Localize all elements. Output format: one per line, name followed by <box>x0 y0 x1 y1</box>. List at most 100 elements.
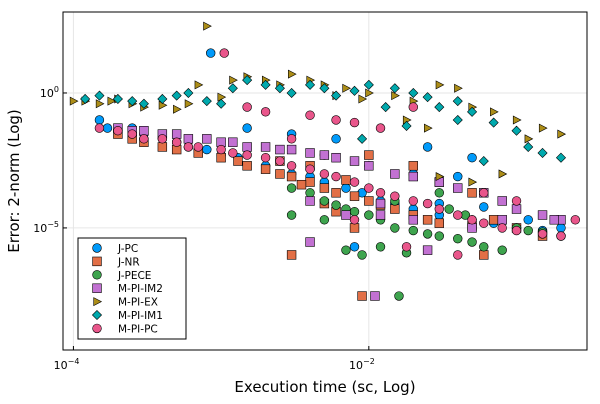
data-point <box>69 96 79 106</box>
legend-marker <box>92 243 102 253</box>
data-point <box>467 223 477 233</box>
legend-label: M-PI-EX <box>118 297 158 309</box>
data-point <box>184 99 194 109</box>
data-point <box>305 148 315 158</box>
data-point <box>242 161 252 171</box>
data-point <box>305 164 315 174</box>
data-point <box>286 161 297 171</box>
data-point <box>479 218 489 228</box>
data-point <box>468 177 478 187</box>
data-point <box>454 83 463 93</box>
data-point <box>183 134 194 144</box>
data-point <box>139 134 149 144</box>
data-point <box>524 134 534 144</box>
data-point <box>488 215 499 225</box>
data-point <box>375 210 386 220</box>
data-point <box>380 102 391 113</box>
data-point <box>242 102 252 112</box>
data-point <box>349 177 360 187</box>
data-point <box>331 134 341 144</box>
data-point <box>228 137 238 147</box>
data-point <box>286 87 297 98</box>
data-point <box>216 98 227 109</box>
data-point <box>349 191 360 201</box>
data-point <box>319 183 330 193</box>
data-point <box>228 148 238 158</box>
data-point <box>511 196 522 206</box>
series-7 <box>94 48 581 260</box>
x-tick-label: 10−4 <box>54 357 80 372</box>
data-point <box>305 177 315 187</box>
data-point <box>364 196 374 206</box>
data-point <box>157 134 168 144</box>
data-point <box>390 191 400 201</box>
data-point <box>408 102 418 112</box>
data-point <box>113 126 123 136</box>
data-point <box>467 106 478 117</box>
data-point <box>217 92 227 102</box>
legend-label: M-PI-IM1 <box>118 310 163 322</box>
data-point <box>497 223 507 233</box>
data-point <box>453 183 463 193</box>
legend-marker <box>91 309 103 321</box>
data-point <box>357 291 367 301</box>
data-point <box>305 188 315 198</box>
legend-marker <box>92 323 102 334</box>
data-point <box>444 204 454 214</box>
y-axis-title: Error: 2-norm (Log) <box>5 109 23 253</box>
data-point <box>216 152 226 163</box>
data-point <box>408 161 418 171</box>
data-point <box>331 171 341 182</box>
data-point <box>260 142 271 152</box>
data-point <box>391 91 400 101</box>
data-point <box>538 123 548 133</box>
data-point <box>206 48 216 58</box>
x-tick-label: 10−2 <box>349 357 375 372</box>
data-point <box>139 126 149 136</box>
data-point <box>305 237 315 247</box>
data-point <box>557 129 567 139</box>
data-point <box>478 156 489 167</box>
data-point <box>286 183 297 193</box>
data-point <box>408 215 418 225</box>
data-point <box>497 245 507 255</box>
data-point <box>555 152 567 163</box>
data-point <box>171 137 182 147</box>
data-point <box>107 96 117 106</box>
legend-label: M-PI-IM2 <box>118 283 163 295</box>
data-point <box>364 183 374 193</box>
data-point <box>193 142 203 152</box>
data-point <box>497 196 507 206</box>
data-point <box>479 188 489 198</box>
data-point <box>490 107 499 117</box>
series-5 <box>69 21 567 187</box>
data-point <box>422 198 433 209</box>
data-point <box>390 169 400 179</box>
y-tick-label: 10−5 <box>33 220 59 235</box>
y-tick-label: 100 <box>40 85 59 100</box>
data-point <box>296 179 307 190</box>
data-point <box>452 114 463 125</box>
data-point <box>511 125 522 136</box>
data-point <box>453 210 463 220</box>
data-point <box>94 115 105 125</box>
data-point <box>390 223 400 233</box>
data-point <box>422 229 433 239</box>
data-point <box>422 142 433 152</box>
data-point <box>305 196 315 206</box>
data-point <box>453 233 463 244</box>
legend-label: J-PECE <box>117 270 151 282</box>
data-point <box>549 215 559 225</box>
data-point <box>275 144 285 155</box>
data-point <box>286 134 297 144</box>
data-point <box>216 144 226 155</box>
data-point <box>349 223 360 233</box>
data-point <box>434 204 444 214</box>
legend-marker <box>93 297 103 307</box>
data-point <box>233 156 243 166</box>
data-point <box>305 110 315 120</box>
data-point <box>242 75 253 86</box>
data-point <box>349 85 360 96</box>
